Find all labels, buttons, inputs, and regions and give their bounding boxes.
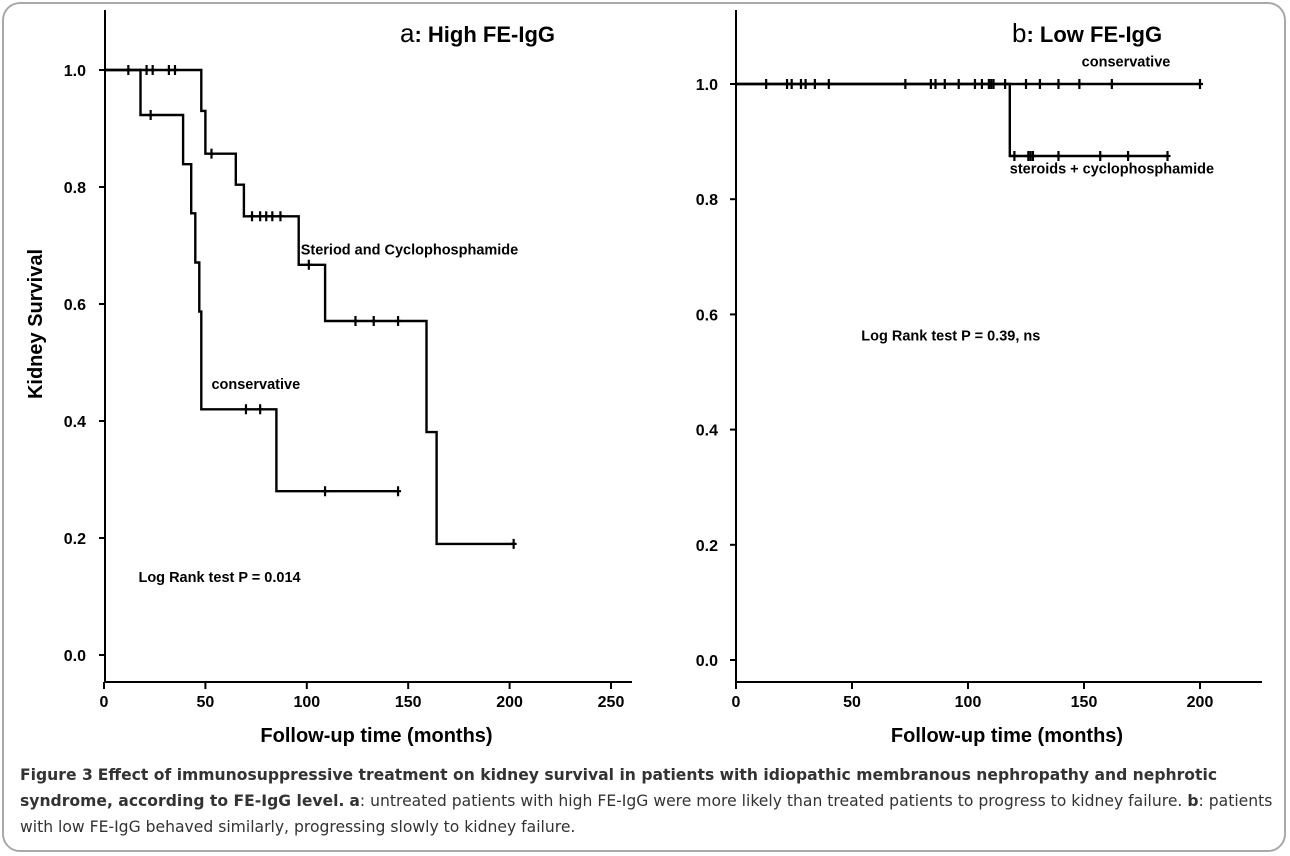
chart-panel-a: 0 50 100 150 200 250 0.0 0.2 0.4 0.6 0.8 1.0 Follow-… <box>25 10 632 747</box>
y-tick-label: 0.8 <box>64 180 86 197</box>
censor-mark <box>165 65 172 75</box>
x-tick-label: 100 <box>955 694 982 711</box>
chart-annotation: steroids + cyclophosphamide <box>1010 161 1214 177</box>
caption-b-letter: b <box>1187 792 1199 810</box>
caption-a-text: : untreated patients with high FE-IgG we… <box>359 792 1183 810</box>
y-tick-label: 0.6 <box>64 297 86 314</box>
figure-caption: Figure 3 Effect of immunosuppressive tre… <box>20 762 1275 840</box>
y-axis-title: Kidney Survival <box>25 249 47 399</box>
censor-mark <box>269 211 276 222</box>
y-tick-label: 0.4 <box>64 414 86 431</box>
censor-mark <box>1011 151 1018 161</box>
censor-mark <box>249 211 256 222</box>
censor-mark <box>1036 79 1043 89</box>
y-tick-label: 0.6 <box>696 307 718 324</box>
censor-mark <box>147 110 154 121</box>
censor-mark <box>370 315 377 326</box>
x-axis-title: Follow-up time (months) <box>260 725 492 747</box>
censor-mark <box>143 65 150 75</box>
chart-annotation: conservative <box>1082 55 1171 71</box>
censor-mark <box>242 404 249 415</box>
y-tick-label: 1.0 <box>696 77 718 94</box>
censor-mark <box>352 315 359 326</box>
series-line-2 <box>104 68 399 493</box>
x-tick-label: 150 <box>395 694 422 711</box>
x-axis-title: Follow-up time (months) <box>891 725 1123 747</box>
series-line-2 <box>736 82 1168 158</box>
x-tick-label: 0 <box>732 694 741 711</box>
x-tick-label: 0 <box>100 694 109 711</box>
censor-mark <box>1029 151 1036 161</box>
censor-mark <box>510 538 517 549</box>
y-tick-label: 0.4 <box>696 423 718 440</box>
x-tick-label: 250 <box>598 694 625 711</box>
censor-mark <box>395 315 402 326</box>
y-tick-label: 0.8 <box>696 192 718 209</box>
censor-mark <box>1076 79 1083 89</box>
x-tick-label: 150 <box>1071 694 1098 711</box>
chart-title: a: High FE-IgG <box>400 18 555 48</box>
censor-mark <box>263 211 270 222</box>
censor-mark <box>1125 151 1132 161</box>
survival-charts: 0 50 100 150 200 250 0.0 0.2 0.4 0.6 0.8 1.0 Follow-… <box>25 10 1262 747</box>
chart-annotation: Steriod and Cyclophosphamide <box>301 242 519 258</box>
chart-annotation: Log Rank test P = 0.014 <box>138 570 300 586</box>
y-tick-label: 0.2 <box>696 538 718 555</box>
y-tick-label: 0.2 <box>64 531 86 548</box>
caption-label: Figure 3 <box>20 766 93 784</box>
censor-mark <box>257 404 264 415</box>
chart-title: b: Low FE-IgG <box>1012 18 1162 48</box>
series-line-1 <box>104 68 514 546</box>
x-tick-label: 200 <box>1187 694 1214 711</box>
chart-annotation: conservative <box>211 377 300 393</box>
censor-mark <box>277 211 284 222</box>
censor-mark <box>171 65 178 75</box>
caption-title: Effect of immunosuppressive treatment on… <box>20 766 1218 810</box>
x-tick-label: 50 <box>197 694 215 711</box>
censor-mark <box>1055 151 1062 161</box>
x-tick-label: 50 <box>843 694 861 711</box>
censor-mark <box>1055 79 1062 89</box>
y-tick-label: 0.0 <box>696 653 718 670</box>
y-tick-label: 1.0 <box>64 63 86 80</box>
censor-mark <box>1164 151 1171 161</box>
censor-mark <box>322 486 329 497</box>
x-tick-label: 100 <box>293 694 320 711</box>
censor-mark <box>395 486 402 497</box>
chart-panel-b: 0 50 100 150 200 0.0 0.2 0.4 0.6 0.8 1.0 Follow-up … <box>696 10 1262 747</box>
chart-annotation: Log Rank test P = 0.39, ns <box>861 328 1040 344</box>
censor-mark <box>257 211 264 222</box>
censor-mark <box>208 148 215 159</box>
censor-mark <box>149 65 156 75</box>
x-tick-label: 200 <box>496 694 523 711</box>
caption-b-text: : patients with low FE-IgG behaved simil… <box>20 792 1273 836</box>
y-tick-label: 0.0 <box>64 648 86 665</box>
censor-mark <box>1023 79 1029 89</box>
caption-a-letter: a <box>349 792 360 810</box>
censor-mark <box>1097 151 1104 161</box>
censor-mark <box>1108 79 1115 89</box>
censor-mark <box>305 259 312 270</box>
censor-mark <box>1197 79 1203 89</box>
